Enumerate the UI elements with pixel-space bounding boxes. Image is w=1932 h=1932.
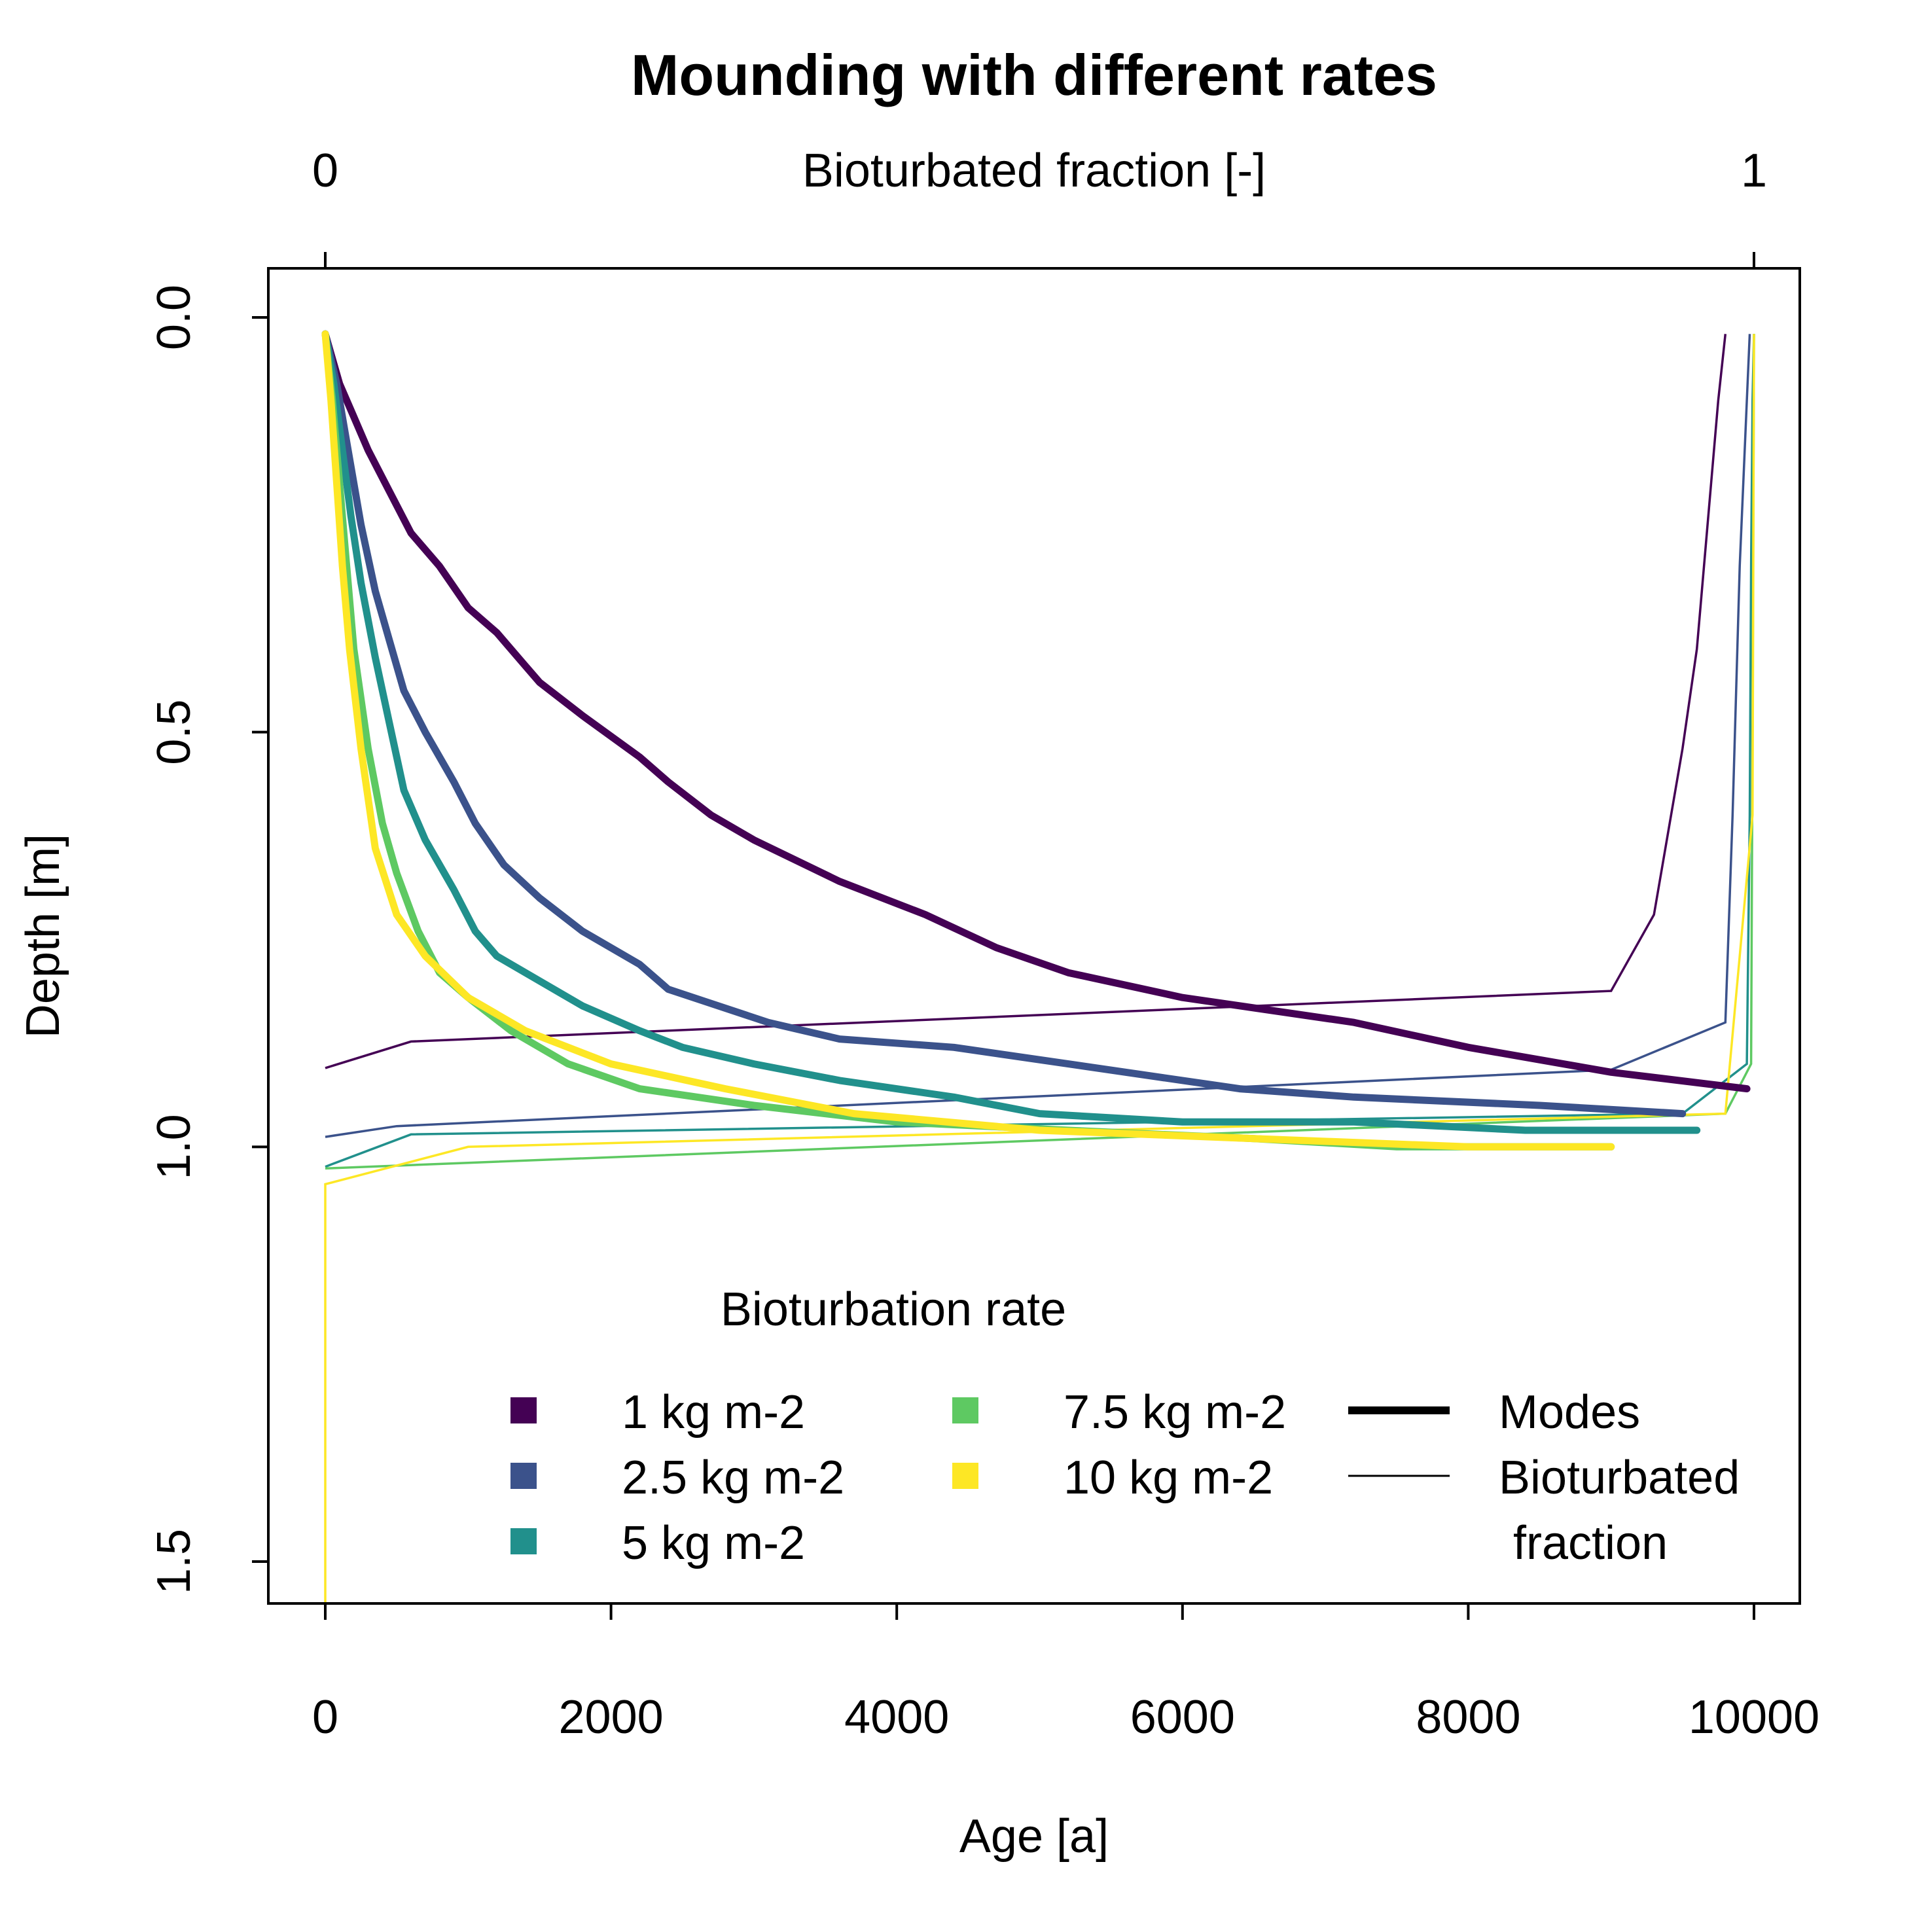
y-tick-label: 1.5 [148, 1529, 200, 1594]
top-tick-label: 0 [312, 145, 338, 197]
legend-swatch [510, 1397, 537, 1423]
legend-bioturbated-label: Bioturbated fraction [1499, 1452, 1740, 1569]
plot-frame [267, 267, 1801, 1605]
legend-series: 1 kg m-2 2.5 kg m-2 5 kg m-2 7.5 kg m-2 10 k… [510, 1386, 1286, 1569]
modes-line-5-kg-m-2 [321, 330, 1701, 1134]
modes-line-2-5-kg-m-2 [321, 330, 1687, 1118]
legend-swatch [952, 1463, 978, 1489]
bioturbated-fraction-line-5-kg-m-2 [325, 334, 1755, 1168]
x-axis-label: Age [a] [959, 1810, 1109, 1863]
legend-swatch [510, 1463, 537, 1489]
legend-title: Bioturbation rate [721, 1283, 1066, 1336]
x-tick-label: 4000 [844, 1691, 949, 1744]
y-tick-label: 0.5 [148, 700, 200, 765]
x-tick-label: 8000 [1416, 1691, 1520, 1744]
modes-line-10-kg-m-2 [321, 330, 1615, 1151]
x-tick-label: 10000 [1689, 1691, 1819, 1744]
top-tick-label: 1 [1741, 145, 1767, 197]
legend-swatch [510, 1528, 537, 1554]
x-tick-label: 2000 [559, 1691, 664, 1744]
legend-series-label: 1 kg m-2 [622, 1386, 805, 1439]
legend-series-label: 2.5 kg m-2 [622, 1452, 844, 1504]
legend-series-label: 10 kg m-2 [1064, 1452, 1273, 1504]
legend: Bioturbation rate 1 kg m-2 2.5 kg m-2 5 kg… [510, 1283, 1740, 1569]
y-tick-label: 1.0 [148, 1114, 200, 1179]
x-tick-label: 6000 [1130, 1691, 1235, 1744]
x-tick-label: 0 [312, 1691, 338, 1744]
chart-title: Mounding with different rates [631, 43, 1437, 107]
axes: 0 2000 4000 6000 8000 10000 0.0 0.5 1.0 1.5 0 1 [148, 145, 1819, 1744]
plot-area [321, 330, 1755, 1603]
modes-line-1-kg-m-2 [321, 330, 1751, 1093]
top-axis-label: Bioturbated fraction [-] [802, 145, 1266, 197]
bioturbated-fraction-line-2-5-kg-m-2 [325, 334, 1751, 1138]
legend-swatch [952, 1397, 978, 1423]
y-axis-label: Depth [m] [17, 834, 69, 1038]
legend-modes-label: Modes [1499, 1386, 1640, 1439]
y-tick-label: 0.0 [148, 285, 200, 350]
bioturbated-fraction-line-1-kg-m-2 [325, 334, 1727, 1069]
legend-series-label: 7.5 kg m-2 [1064, 1386, 1286, 1439]
legend-series-label: 5 kg m-2 [622, 1517, 805, 1569]
